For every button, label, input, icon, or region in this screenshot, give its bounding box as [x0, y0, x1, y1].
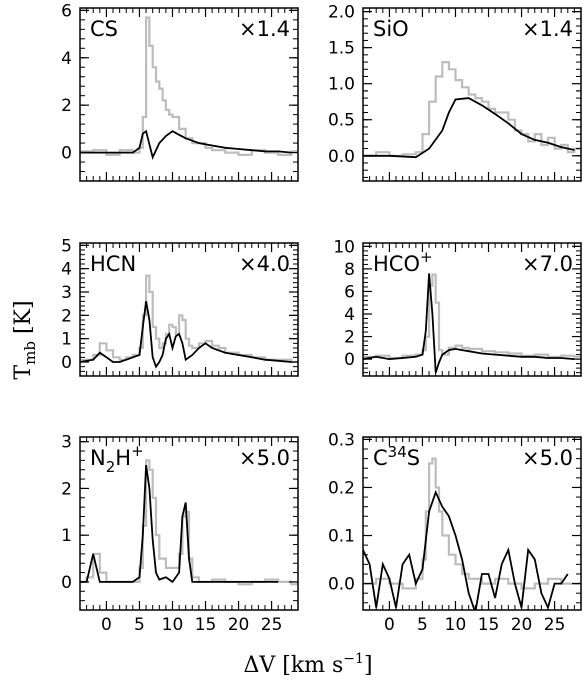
panel-5: 0 5 10 15 20 25 0 1 2 3 N2H+ ×5.0 — [61, 433, 299, 635]
x-tick-label: 20 — [228, 615, 250, 635]
plot-frame — [362, 7, 582, 182]
x-tick-label: 5 — [417, 615, 428, 635]
molecule-label: HCN — [90, 252, 136, 276]
x-axis-title: ΔV [km s−1] — [243, 651, 372, 678]
y-tick-label: 6 — [344, 282, 355, 302]
y-tick-label: 0.1 — [328, 527, 355, 547]
x-tick-label: 0 — [384, 615, 395, 635]
y-tick-label: 0 — [61, 573, 72, 593]
panel-6: 0 5 10 15 20 25 0.0 0.1 0.2 0.3 C34S ×5.0 — [328, 430, 582, 635]
scale-factor-label: ×5.0 — [522, 446, 573, 470]
black-spectrum-line-5 — [80, 464, 279, 584]
y-tick-label: 2 — [61, 96, 72, 116]
y-tick-label: 1.5 — [328, 39, 355, 59]
molecule-label: C34S — [373, 443, 420, 470]
molecule-label: N2H+ — [90, 442, 144, 476]
scale-factor-label: ×4.0 — [239, 252, 290, 276]
molecule-label: SiO — [373, 17, 409, 41]
x-tick-label: 15 — [478, 615, 500, 635]
y-tick-label: 0.0 — [328, 575, 355, 595]
x-tick-label: 25 — [261, 615, 283, 635]
plot-frame — [362, 436, 582, 611]
x-tick-label: 20 — [511, 615, 533, 635]
y-tick-label: 0 — [344, 350, 355, 370]
x-tick-label: 10 — [445, 615, 467, 635]
y-tick-label: 2.0 — [328, 3, 355, 23]
y-tick-label: 0.0 — [328, 147, 355, 167]
y-tick-label: 0.2 — [328, 478, 355, 498]
panel-4: 02 4 68 10 HCO+ ×7.0 — [333, 237, 582, 377]
gray-spectrum-line-6 — [363, 457, 581, 590]
y-tick-label: 0.5 — [328, 111, 355, 131]
y-axis-title: Tmb [K] — [11, 300, 39, 379]
y-tick-label: 1 — [61, 526, 72, 546]
y-tick-label: 4 — [344, 305, 355, 325]
panel-3: 0 1 2 3 4 5 HCN ×4.0 — [61, 236, 299, 377]
molecule-label: HCO+ — [373, 248, 433, 276]
x-tick-label: 15 — [195, 615, 217, 635]
gray-spectrum-line-4 — [363, 273, 581, 360]
molecule-label: CS — [90, 17, 118, 41]
plot-frame — [79, 242, 299, 377]
panel-2: 0.0 0.5 1.0 1.5 2.0 SiO ×1.4 — [328, 3, 582, 182]
y-tick-label: 6 — [61, 1, 72, 21]
scale-factor-label: ×1.4 — [239, 17, 290, 41]
gray-spectrum-line-3 — [80, 274, 298, 364]
y-tick-label: 4 — [61, 260, 72, 280]
black-spectrum-line-3 — [80, 301, 292, 369]
x-tick-label: 0 — [101, 615, 112, 635]
y-tick-label: 0 — [61, 144, 72, 164]
black-spectrum-line-1 — [80, 129, 292, 160]
y-tick-label: 3 — [61, 433, 72, 453]
y-tick-label: 0.3 — [328, 430, 355, 450]
black-spectrum-line-2 — [363, 97, 575, 159]
x-tick-label: 10 — [162, 615, 184, 635]
black-spectrum-line-4 — [363, 273, 575, 373]
y-tick-label: 1.0 — [328, 75, 355, 95]
y-tick-label: 3 — [61, 283, 72, 303]
gray-spectrum-line-1 — [80, 16, 298, 156]
gray-spectrum-line-2 — [363, 61, 581, 157]
y-tick-label: 2 — [61, 479, 72, 499]
scale-factor-label: ×1.4 — [522, 17, 573, 41]
panel-1: 0 2 4 6 CS ×1.4 — [61, 1, 299, 182]
scale-factor-label: ×7.0 — [522, 252, 573, 276]
plot-frame — [79, 7, 299, 182]
y-tick-label: 5 — [61, 236, 72, 256]
y-tick-label: 8 — [344, 260, 355, 280]
gray-spectrum-line-5 — [80, 459, 298, 586]
y-tick-label: 0 — [61, 353, 72, 373]
y-tick-label: 1 — [61, 330, 72, 350]
x-tick-label: 25 — [544, 615, 566, 635]
plot-frame — [79, 436, 299, 611]
y-tick-label: 10 — [333, 237, 355, 257]
black-spectrum-line-6 — [363, 489, 569, 610]
y-tick-label: 2 — [61, 306, 72, 326]
y-tick-label: 4 — [61, 49, 72, 69]
y-tick-label: 2 — [344, 328, 355, 348]
x-tick-label: 5 — [134, 615, 145, 635]
scale-factor-label: ×5.0 — [239, 446, 290, 470]
